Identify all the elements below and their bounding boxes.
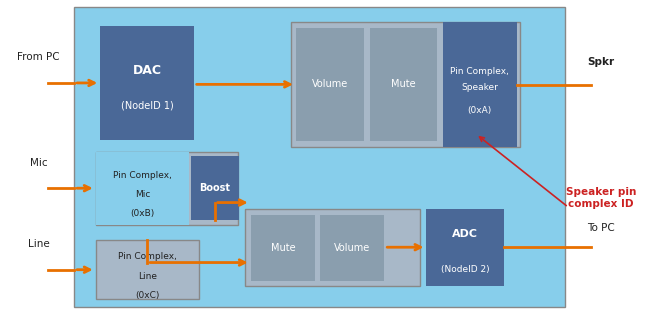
Text: From PC: From PC [17,52,60,63]
Bar [251,215,315,281]
Bar [96,152,189,225]
Bar [96,240,199,299]
Text: Line: Line [138,271,157,281]
Bar [291,22,520,147]
Text: To PC: To PC [587,223,614,233]
Text: Speaker pin
complex ID: Speaker pin complex ID [566,187,636,209]
Text: Volume: Volume [334,243,370,253]
Text: Mic: Mic [135,190,150,199]
Text: Mute: Mute [391,79,416,89]
Text: (0xA): (0xA) [468,106,492,115]
Bar [245,209,420,286]
Text: ADC: ADC [452,229,478,240]
Text: Pin Complex,: Pin Complex, [450,67,509,76]
Text: Spkr: Spkr [587,57,614,67]
Bar [96,152,238,225]
Bar [370,28,437,141]
Text: Pin Complex,: Pin Complex, [118,252,177,262]
Text: (0xC): (0xC) [135,291,160,300]
Text: Boost: Boost [200,183,230,193]
Bar [443,22,517,147]
Bar [320,215,384,281]
Bar [191,156,239,220]
Text: Pin Complex,: Pin Complex, [113,171,172,180]
Text: (0xB): (0xB) [130,209,154,218]
Text: Mute: Mute [271,243,295,253]
Text: Speaker: Speaker [461,83,498,92]
Bar [426,209,504,286]
Bar [296,28,364,141]
Text: Line: Line [28,239,50,249]
Text: Volume: Volume [311,79,348,89]
Bar [100,26,194,140]
Text: Mic: Mic [30,158,48,168]
Bar [74,7,565,307]
Text: DAC: DAC [132,64,162,77]
Text: (NodeID 1): (NodeID 1) [121,100,173,110]
Text: (NodeID 2): (NodeID 2) [441,265,490,274]
